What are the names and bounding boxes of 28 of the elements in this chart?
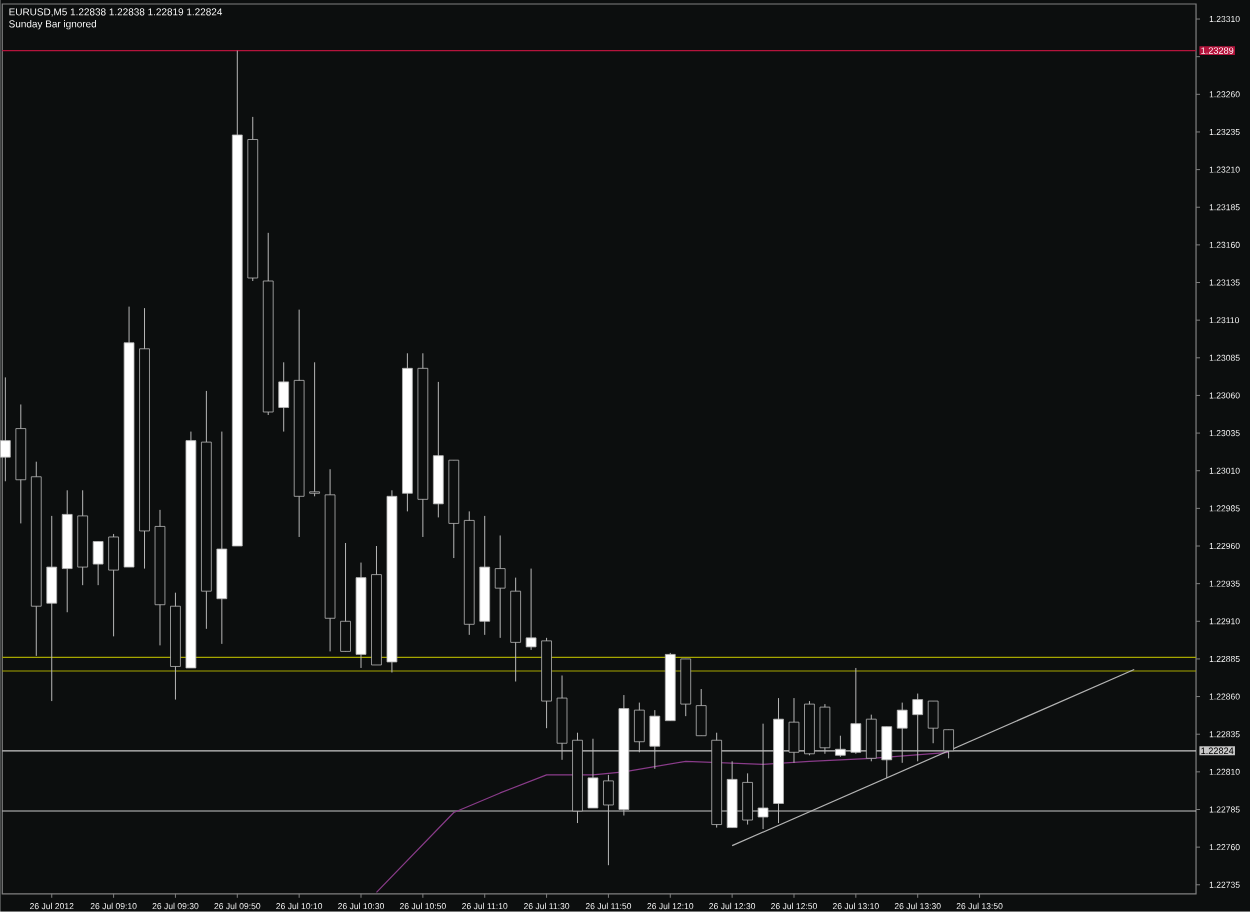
candlestick	[603, 774, 614, 866]
candlestick	[680, 658, 692, 717]
candlestick	[634, 702, 645, 753]
candlestick	[865, 714, 877, 762]
candlestick	[556, 675, 568, 761]
candlestick	[309, 361, 320, 497]
candlestick	[108, 533, 119, 637]
candlestick	[835, 735, 846, 758]
candlestick	[695, 688, 707, 737]
candlestick	[850, 667, 862, 755]
candlestick	[819, 703, 831, 755]
candlestick	[92, 541, 104, 586]
candlestick	[881, 726, 893, 779]
candlestick	[927, 700, 939, 744]
candlestick	[525, 568, 537, 651]
candlestick	[649, 709, 661, 770]
candlestick	[494, 535, 506, 639]
candlestick	[896, 702, 908, 764]
candlestick	[943, 729, 954, 759]
candlestick	[912, 693, 924, 762]
candlestick	[278, 361, 290, 433]
candlestick	[788, 697, 800, 764]
candlestick	[742, 772, 753, 826]
candlestick	[587, 738, 599, 809]
candlestick	[46, 515, 58, 702]
candlestick	[340, 542, 351, 652]
candlestick	[757, 723, 769, 830]
candlestick	[0, 376, 11, 482]
